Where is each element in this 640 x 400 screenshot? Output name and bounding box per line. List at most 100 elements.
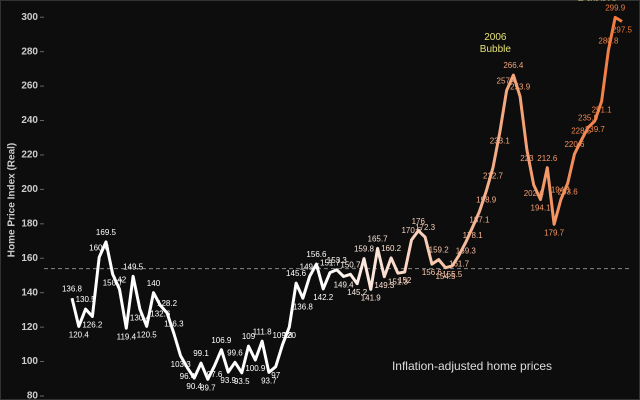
value-label: 223 — [520, 154, 534, 163]
value-label: 97.6 — [207, 370, 223, 379]
value-label: 149.5 — [123, 262, 144, 271]
value-label: 170.6 — [401, 226, 422, 235]
value-label: 132.6 — [150, 310, 171, 319]
value-label: 154.5 — [435, 272, 456, 281]
price-line — [70, 15, 623, 381]
value-label: 93.5 — [234, 377, 250, 386]
value-label: 150.7 — [340, 260, 361, 269]
value-label: 93.7 — [261, 377, 277, 386]
y-tick-label: 100 — [21, 356, 38, 367]
value-label: 145.2 — [347, 288, 368, 297]
y-tick-label: 140 — [21, 287, 38, 298]
value-label: 96.4 — [180, 372, 196, 381]
value-label: 160.6 — [89, 243, 110, 252]
value-label: 159.2 — [429, 246, 450, 255]
value-label: 153.3 — [327, 256, 348, 265]
y-tick-label: 200 — [21, 184, 38, 195]
value-label: 198.9 — [476, 195, 497, 204]
note: Inflation-adjusted home prices — [392, 359, 552, 373]
value-label: 159.8 — [354, 245, 375, 254]
value-label: 136.8 — [62, 284, 83, 293]
value-label: 194.1 — [551, 186, 572, 195]
value-label: 299.9 — [605, 3, 626, 12]
y-tick-label: 160 — [21, 253, 38, 264]
value-label: 172.3 — [415, 223, 436, 232]
y-tick-label: 260 — [21, 81, 38, 92]
value-label: 169.5 — [96, 228, 117, 237]
value-label: 149.5 — [300, 262, 321, 271]
y-axis-label: Home Price Index (Real) — [7, 143, 18, 257]
value-label: 90.4 — [186, 382, 202, 391]
value-label: 203.6 — [558, 187, 579, 196]
value-label: 212.7 — [483, 172, 504, 181]
value-label: 169.3 — [456, 246, 477, 255]
value-label: 120 — [283, 331, 297, 340]
value-label: 156.6 — [306, 250, 327, 259]
value-label: 155.5 — [442, 270, 463, 279]
y-tick-label: 80 — [27, 391, 39, 400]
annotation-line: Bubble — [577, 0, 617, 4]
annotation: 2025Bubble — [577, 0, 617, 4]
y-tick-label: 300 — [21, 12, 38, 23]
value-label: 119.4 — [117, 332, 137, 341]
value-label: 120.5 — [137, 330, 158, 339]
value-label: 156.6 — [422, 268, 443, 277]
value-label: 103.3 — [171, 360, 192, 369]
annotation-line: 2006 — [484, 32, 507, 43]
value-label: 152 — [398, 276, 412, 285]
annotation-line: Bubble — [480, 44, 512, 55]
value-label: 266.4 — [503, 61, 524, 70]
value-label: 141.9 — [361, 294, 382, 303]
value-label: 220.6 — [564, 140, 585, 149]
y-tick-label: 240 — [21, 115, 38, 126]
value-label: 145.6 — [286, 269, 307, 278]
value-label: 253.9 — [510, 83, 531, 92]
value-label: 297.5 — [612, 26, 633, 35]
value-label: 149.4 — [334, 281, 355, 290]
value-label: 233.1 — [490, 137, 511, 146]
value-label: 202.6 — [524, 189, 545, 198]
value-label: 109.8 — [272, 331, 293, 340]
value-label: 239.7 — [585, 125, 606, 134]
value-label: 140 — [147, 279, 161, 288]
value-label: 97 — [271, 371, 280, 380]
value-label: 176 — [412, 217, 426, 226]
value-label: 142 — [113, 275, 127, 284]
value-label: 160.2 — [381, 244, 402, 253]
value-label: 212.6 — [537, 154, 558, 163]
value-label: 109 — [242, 332, 256, 341]
value-label: 128.2 — [157, 299, 178, 308]
value-label: 149.3 — [374, 281, 395, 290]
y-tick-label: 120 — [21, 322, 38, 333]
value-label: 194.1 — [531, 204, 552, 213]
value-label: 126.2 — [82, 321, 103, 330]
value-label: 116.3 — [164, 320, 184, 329]
y-tick-label: 280 — [21, 46, 38, 57]
value-label: 120.4 — [69, 331, 90, 340]
value-label: 111.8 — [253, 327, 272, 336]
value-label: 100.9 — [245, 364, 266, 373]
value-label: 130.5 — [76, 295, 97, 304]
value-label: 93.9 — [220, 376, 236, 385]
annotation: 2006 Bubble — [480, 32, 512, 55]
value-label: 99.6 — [227, 348, 243, 357]
value-label: 257.4 — [497, 77, 518, 86]
value-label: 142.2 — [313, 293, 334, 302]
value-label: 187.1 — [469, 216, 490, 225]
value-label: 165.7 — [368, 235, 389, 244]
value-label: 235.9 — [578, 114, 599, 123]
value-label: 99.1 — [193, 349, 209, 358]
value-label: 130.4 — [130, 313, 151, 322]
y-tick-label: 220 — [21, 150, 38, 161]
value-label: 89.7 — [200, 383, 216, 392]
value-label: 106.9 — [211, 336, 232, 345]
y-tick-label: 180 — [21, 218, 38, 229]
value-label: 151.3 — [388, 277, 409, 286]
value-label: 150.7 — [103, 278, 124, 287]
value-label: 251.1 — [592, 106, 613, 115]
value-label: 136.8 — [293, 302, 314, 311]
value-label: 280.8 — [598, 36, 619, 45]
